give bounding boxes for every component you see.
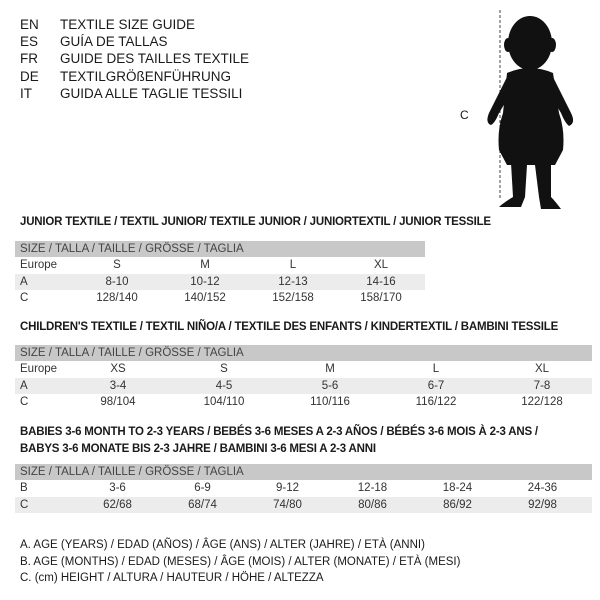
table-row: C 128/140 140/152 152/158 158/170 <box>15 290 425 307</box>
lang-code: FR <box>20 51 38 67</box>
cell: C <box>20 396 29 408</box>
lang-title: TEXTILGRÖßENFÜHRUNG <box>60 68 232 84</box>
cell: 98/104 <box>100 396 136 408</box>
cell: 14-16 <box>366 275 396 288</box>
legend: A. AGE (YEARS) / EDAD (AÑOS) / ÂGE (ANS)… <box>20 537 460 587</box>
lang-title: GUIDE DES TAILLES TEXTILE <box>60 51 250 67</box>
child-silhouette-icon <box>487 10 574 209</box>
lang-title: GUIDA ALLE TAGLIE TESSILI <box>60 85 243 101</box>
cell: XL <box>534 363 550 375</box>
table-row: A 3-4 4-5 5-6 6-7 7-8 <box>15 377 592 394</box>
cell: 116/122 <box>415 396 457 408</box>
cell: 6-9 <box>194 482 211 494</box>
lang-title: TEXTILE SIZE GUIDE <box>60 17 196 32</box>
cell: L <box>432 363 440 375</box>
cell: A <box>20 379 28 392</box>
cell: 3-6 <box>109 482 126 494</box>
babies-title-line: BABYS 3-6 MONATE BIS 2-3 JAHRE / BAMBINI… <box>20 443 376 455</box>
children-title: CHILDREN'S TEXTILE / TEXTIL NIÑO/A / TEX… <box>20 321 559 333</box>
cell: 80/86 <box>358 498 387 511</box>
cell: 152/158 <box>272 292 314 304</box>
lang-code: IT <box>20 85 32 101</box>
cell: 18-24 <box>442 482 473 494</box>
cell: 62/68 <box>103 498 132 511</box>
cell: S <box>113 259 121 271</box>
cell: 74/80 <box>273 498 302 511</box>
table-header: SIZE / TALLA / TAILLE / GRÖSSE / TAGLIA <box>15 345 592 361</box>
cell: 86/92 <box>443 498 472 511</box>
cell: 10-12 <box>190 275 220 288</box>
legend-item: A. AGE (YEARS) / EDAD (AÑOS) / ÂGE (ANS)… <box>20 539 425 551</box>
cell: XL <box>373 259 389 271</box>
cell: 8-10 <box>105 275 129 288</box>
table-row: C 98/104 104/110 110/116 116/122 122/128 <box>15 394 592 411</box>
cell: 7-8 <box>533 379 551 392</box>
cell: B <box>20 482 28 494</box>
cell: A <box>20 275 28 288</box>
cell: 128/140 <box>96 292 138 304</box>
cell: S <box>220 363 228 375</box>
table-row: A 8-10 10-12 12-13 14-16 <box>15 273 425 290</box>
babies-size-table: SIZE / TALLA / TAILLE / GRÖSSE / TAGLIA … <box>15 464 592 513</box>
legend-item: C. (cm) HEIGHT / ALTURA / HAUTEUR / HÖHE… <box>20 572 324 584</box>
cell: 6-7 <box>427 379 445 392</box>
cell: Europe <box>20 363 58 375</box>
cell: M <box>325 363 335 375</box>
table-row: B 3-6 6-9 9-12 12-18 18-24 24-36 <box>15 480 592 497</box>
junior-title: JUNIOR TEXTILE / TEXTIL JUNIOR/ TEXTILE … <box>20 216 491 228</box>
cell: Europe <box>20 259 58 271</box>
cell: 12-18 <box>357 482 388 494</box>
lang-code: DE <box>20 68 39 84</box>
table-row: Europe XS S M L XL <box>15 361 592 378</box>
cell: 110/116 <box>310 396 350 408</box>
cell: 9-12 <box>275 482 300 494</box>
children-size-table: SIZE / TALLA / TAILLE / GRÖSSE / TAGLIA … <box>15 345 592 411</box>
cell: M <box>200 259 210 271</box>
cell: 12-13 <box>278 275 308 288</box>
height-label: C <box>460 108 469 122</box>
lang-title: GUÍA DE TALLAS <box>60 34 168 50</box>
child-silhouette-figure: C <box>455 5 585 215</box>
cell: 3-4 <box>109 379 127 392</box>
lang-code: ES <box>20 34 39 50</box>
cell: 122/128 <box>521 396 563 408</box>
legend-item: B. AGE (MONTHS) / EDAD (MESES) / ÂGE (MO… <box>20 555 461 568</box>
table-header: SIZE / TALLA / TAILLE / GRÖSSE / TAGLIA <box>15 241 425 257</box>
cell: 140/152 <box>184 292 226 304</box>
cell: C <box>20 498 29 511</box>
table-row: C 62/68 68/74 74/80 80/86 86/92 92/98 <box>15 496 592 513</box>
cell: XS <box>110 363 126 375</box>
cell: 92/98 <box>528 498 557 511</box>
cell: 158/170 <box>360 292 402 304</box>
table-header: SIZE / TALLA / TAILLE / GRÖSSE / TAGLIA <box>15 464 592 480</box>
cell: 5-6 <box>321 379 339 392</box>
language-header: EN TEXTILE SIZE GUIDE ES GUÍA DE TALLAS FR… <box>20 16 249 102</box>
cell: 68/74 <box>188 498 217 511</box>
cell: 104/110 <box>203 396 245 408</box>
junior-size-table: SIZE / TALLA / TAILLE / GRÖSSE / TAGLIA … <box>15 241 425 307</box>
babies-title: BABIES 3-6 MONTH TO 2-3 YEARS / BEBÉS 3-… <box>20 424 538 458</box>
cell: 4-5 <box>215 379 233 392</box>
lang-code: EN <box>20 17 39 32</box>
table-row: Europe S M L XL <box>15 257 425 274</box>
cell: L <box>289 259 297 271</box>
cell: C <box>20 292 29 304</box>
cell: 24-36 <box>527 482 558 494</box>
babies-title-line: BABIES 3-6 MONTH TO 2-3 YEARS / BEBÉS 3-… <box>20 426 538 438</box>
